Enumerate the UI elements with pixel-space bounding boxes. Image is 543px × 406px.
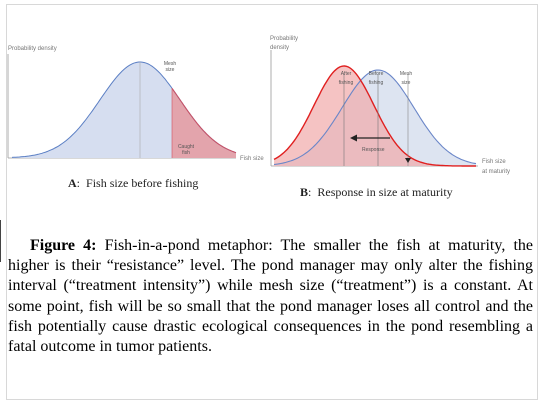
panel-b-after-area <box>274 66 476 166</box>
panel-b-xlabel: Fish size at maturity <box>482 159 510 175</box>
left-margin-rule <box>0 220 1 262</box>
panel-b-after-fishing-label: After fishing <box>339 71 354 86</box>
figure-frame <box>6 4 538 400</box>
panel-a-ylabel: Probability density <box>8 46 57 52</box>
panel-a-caught-fish-curve <box>171 88 237 154</box>
panel-b-response-label: Response <box>362 147 385 153</box>
panel-b-before-fishing-label: Before fishing <box>369 71 384 86</box>
panel-a-mesh-size-label: Mesh size <box>164 61 176 73</box>
caption-text: Fish-in-a-pond metaphor: The smaller the… <box>8 237 533 356</box>
panel-a-xlabel: Fish size <box>240 156 264 162</box>
panel-a-caught-fish-area <box>172 88 236 158</box>
panel-b-mesh-marker <box>405 158 411 163</box>
panel-b-ylabel: Probability density <box>270 36 298 51</box>
figure-caption: Figure 4: Fish-in-a-pond metaphor: The s… <box>8 236 533 357</box>
panel-a-caught-fish-label: Caught fish <box>178 144 195 156</box>
panel-b-chart: Probability density After fishing Before fi… <box>270 36 510 175</box>
panel-b-after-curve <box>273 65 476 167</box>
panel-b-before-curve <box>273 69 477 166</box>
caption-label: Figure 4: <box>30 237 97 254</box>
panel-b-mesh-size-label: Mesh size <box>400 71 412 86</box>
panel-a-caption: A: Fish size before fishing <box>68 176 199 190</box>
panel-a-chart: Probability density Mesh size Caught fish … <box>7 46 264 162</box>
panel-b-response-arrowhead <box>350 134 357 142</box>
panel-b-caption: B: Response in size at maturity <box>300 185 453 199</box>
